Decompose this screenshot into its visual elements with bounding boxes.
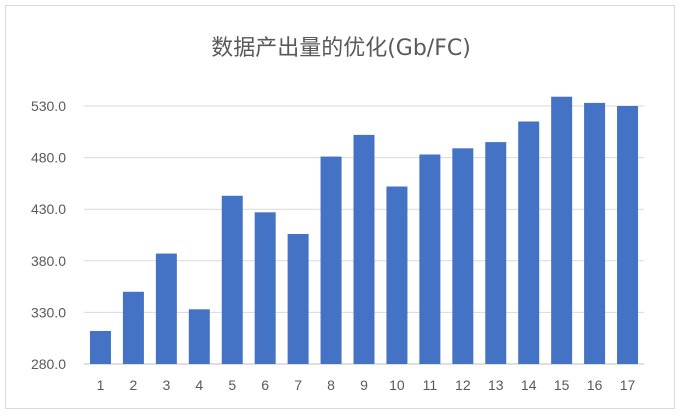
x-tick-label: 10 (389, 377, 405, 393)
bar (353, 134, 375, 364)
y-tick-label: 380.0 (31, 253, 66, 269)
bar (551, 96, 573, 364)
y-axis-ticks: 280.0 330.0 380.0 430.0 480.0 530.0 (31, 98, 66, 372)
bar (221, 195, 243, 364)
bar (617, 106, 639, 364)
bar (155, 253, 177, 364)
bar (419, 154, 441, 364)
y-tick-label: 530.0 (31, 98, 66, 114)
bar (452, 148, 474, 364)
x-tick-label: 12 (455, 377, 471, 393)
x-tick-label: 2 (130, 377, 138, 393)
bar (320, 156, 342, 364)
x-tick-label: 15 (554, 377, 570, 393)
x-axis-ticks: 1 2 3 4 5 6 7 8 9 10 11 12 13 14 15 16 17 (97, 377, 636, 393)
bar (287, 233, 309, 364)
x-tick-label: 4 (195, 377, 203, 393)
x-tick-label: 14 (521, 377, 537, 393)
y-tick-label: 330.0 (31, 304, 66, 320)
bar (89, 330, 111, 364)
y-tick-label: 480.0 (31, 150, 66, 166)
bar (122, 291, 144, 364)
x-tick-label: 7 (294, 377, 302, 393)
bar (386, 186, 408, 364)
bar (518, 121, 540, 364)
x-tick-label: 6 (261, 377, 269, 393)
x-tick-label: 17 (620, 377, 636, 393)
x-tick-label: 9 (360, 377, 368, 393)
x-tick-label: 3 (162, 377, 170, 393)
y-tick-label: 430.0 (31, 201, 66, 217)
bar (188, 309, 210, 364)
x-tick-label: 11 (423, 377, 438, 393)
bar (254, 212, 276, 364)
x-tick-label: 13 (488, 377, 504, 393)
bars (89, 96, 639, 365)
x-tick-label: 16 (587, 377, 603, 393)
x-tick-label: 5 (228, 377, 236, 393)
x-tick-label: 1 (97, 377, 105, 393)
x-tick-label: 8 (327, 377, 335, 393)
bar (584, 102, 606, 365)
y-tick-label: 280.0 (31, 356, 66, 372)
chart-title: 数据产出量的优化(Gb/FC) (211, 36, 471, 61)
bar (485, 142, 507, 364)
